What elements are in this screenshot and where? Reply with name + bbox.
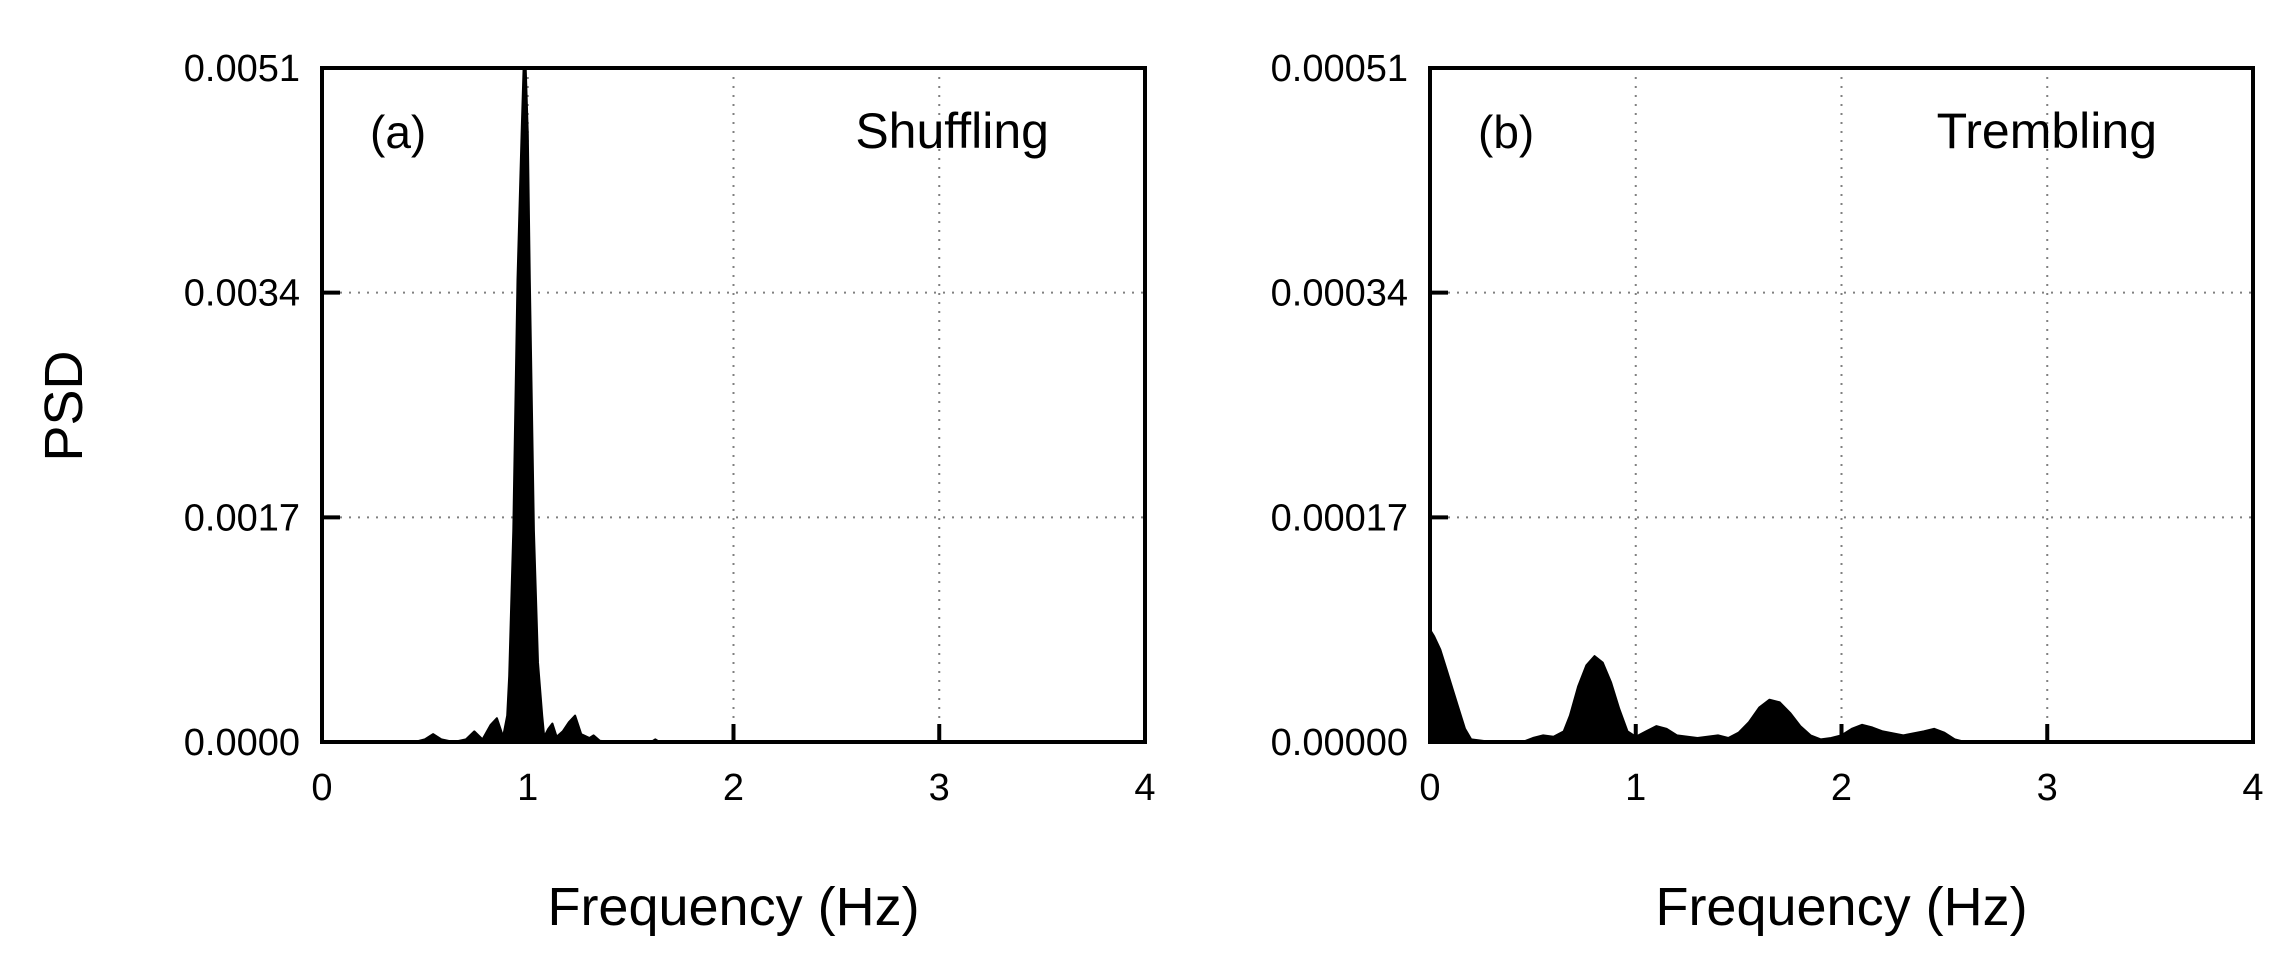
x-tick-label-a-0: 0: [311, 767, 332, 809]
x-tick-label-b-2: 2: [1831, 767, 1852, 809]
panel-title-b: Trembling: [1937, 103, 2157, 159]
panel-label-a: (a): [370, 106, 426, 158]
plot-frame-a: [320, 66, 1147, 744]
plot-frame-b: [1428, 66, 2255, 744]
x-tick-label-b-3: 3: [2037, 767, 2058, 809]
x-axis-label-a: Frequency (Hz): [547, 877, 919, 937]
y-tick-label-b-2: 0.00034: [1271, 273, 1408, 315]
x-tick-label-b-0: 0: [1419, 767, 1440, 809]
x-axis-label-b: Frequency (Hz): [1655, 877, 2027, 937]
y-tick-label-a-3: 0.0051: [184, 48, 300, 90]
x-tick-label-b-4: 4: [2242, 767, 2263, 809]
y-axis-label: PSD: [34, 350, 94, 461]
y-tick-label-b-3: 0.00051: [1271, 48, 1408, 90]
x-tick-label-a-2: 2: [723, 767, 744, 809]
panel-title-a: Shuffling: [855, 103, 1049, 159]
panel-b-trembling: 0 1 2 3 4 0.00000 0.00017 0.00034 0.00051 Frequen…: [1271, 48, 2264, 937]
panel-label-b: (b): [1478, 106, 1534, 158]
x-tick-label-a-4: 4: [1134, 767, 1155, 809]
psd-spectrum-a-0: [321, 67, 1146, 743]
y-tick-label-a-1: 0.0017: [184, 497, 300, 539]
y-tick-label-b-0: 0.00000: [1271, 722, 1408, 764]
panel-a-shuffling: 0 1 2 3 4 0.0000 0.0017 0.0034 0.0051 Frequency (…: [184, 48, 1156, 937]
y-tick-label-a-2: 0.0034: [184, 273, 300, 315]
x-tick-label-a-3: 3: [929, 767, 950, 809]
y-tick-label-b-1: 0.00017: [1271, 497, 1408, 539]
x-tick-label-a-1: 1: [517, 767, 538, 809]
x-tick-label-b-1: 1: [1625, 767, 1646, 809]
y-tick-label-a-0: 0.0000: [184, 722, 300, 764]
